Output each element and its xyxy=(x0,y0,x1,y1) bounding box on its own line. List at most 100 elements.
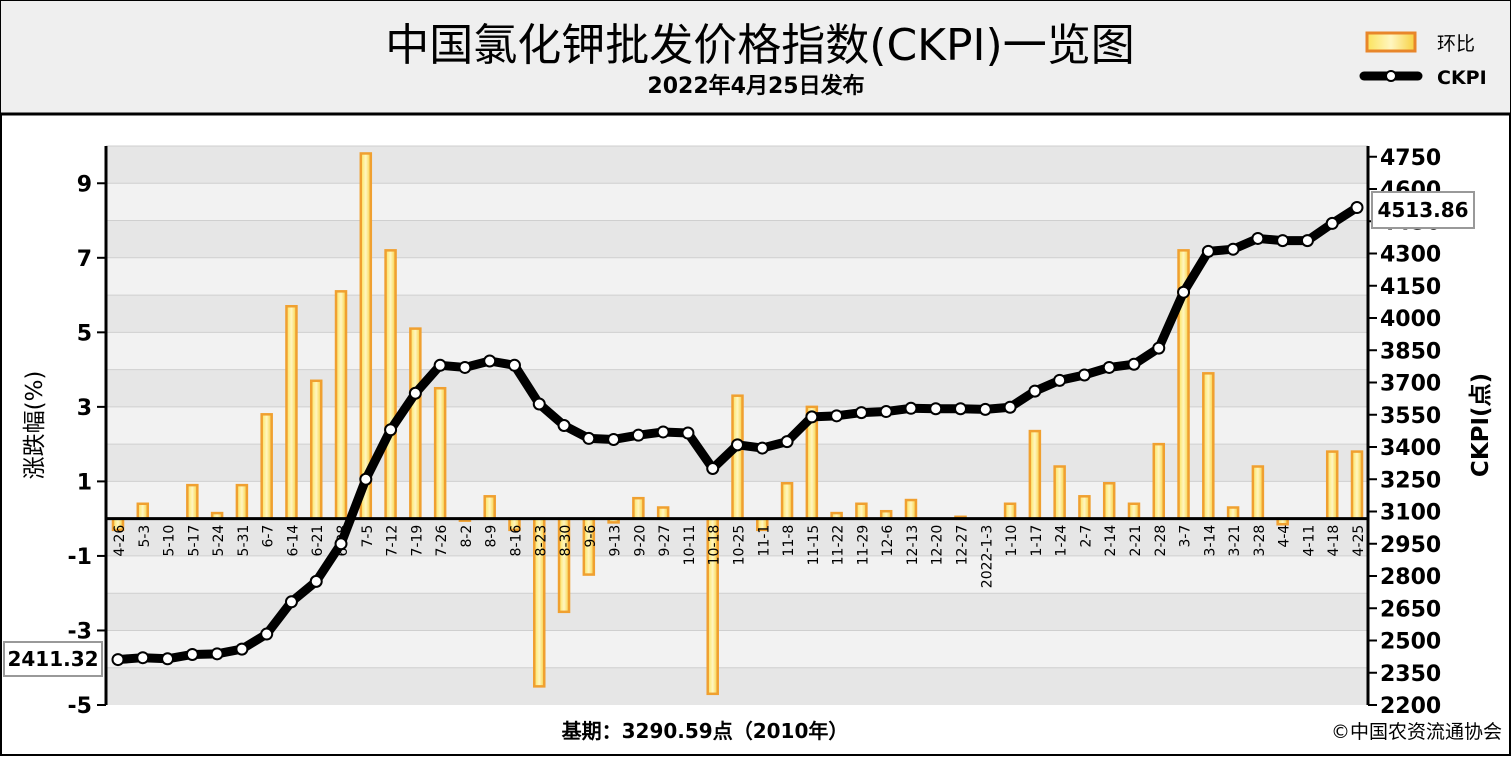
bar xyxy=(1127,502,1141,520)
ckpi-point xyxy=(111,653,125,667)
ckpi-point xyxy=(830,409,844,423)
bar xyxy=(384,249,397,520)
ckpi-point xyxy=(557,419,571,432)
ckpi-point xyxy=(1276,234,1290,248)
right-tick-label: 4300 xyxy=(1380,243,1441,268)
ckpi-point xyxy=(136,651,150,665)
legend-line-label: CKPI xyxy=(1437,67,1487,89)
x-tick-label: 10-11 xyxy=(682,525,698,566)
left-tick-label: -3 xyxy=(68,619,92,644)
x-tick-label: 4-25 xyxy=(1351,525,1367,557)
x-tick-label: 4-4 xyxy=(1277,525,1293,548)
right-tick-label: 2650 xyxy=(1380,597,1441,622)
copyright-note: ©中国农资流通协会 xyxy=(1331,721,1502,743)
ckpi-point xyxy=(1201,244,1215,258)
ckpi-point xyxy=(954,402,968,416)
x-tick-label: 9-13 xyxy=(608,525,624,557)
left-axis: 9 7 5 3 1 -1 -3 -5 xyxy=(68,172,106,719)
plot-band xyxy=(106,295,1368,333)
plot-band xyxy=(106,257,1368,296)
ckpi-point xyxy=(1127,357,1141,371)
bar xyxy=(632,496,645,520)
ckpi-point xyxy=(1028,384,1042,398)
ckpi-point xyxy=(458,360,472,374)
x-tick-label: 12-6 xyxy=(880,525,896,557)
ckpi-point xyxy=(978,402,992,416)
x-tick-label: 5-17 xyxy=(186,525,202,557)
ckpi-point xyxy=(384,423,398,437)
x-tick-label: 8-2 xyxy=(459,525,475,548)
x-tick-label: 7-19 xyxy=(409,525,425,557)
ckpi-point xyxy=(1226,242,1240,256)
x-tick-label: 12-20 xyxy=(930,525,946,566)
bar xyxy=(1028,429,1042,520)
last-value-box xyxy=(1371,191,1475,229)
chart-subtitle: 2022年4月25日发布 xyxy=(647,73,864,99)
x-tick-label: 5-24 xyxy=(211,525,227,557)
ckpi-point xyxy=(309,574,323,588)
x-tick-label: 11-8 xyxy=(781,525,797,557)
ckpi-point xyxy=(904,401,918,415)
bar xyxy=(285,304,298,520)
ckpi-point xyxy=(879,405,893,419)
bar xyxy=(136,502,150,520)
header-band xyxy=(1,1,1510,113)
bar xyxy=(1251,465,1265,520)
legend: 环比 CKPI xyxy=(1359,31,1487,89)
bar xyxy=(433,386,447,520)
ckpi-point xyxy=(507,358,521,372)
ckpi-point xyxy=(1152,341,1166,355)
ckpi-point xyxy=(582,431,596,445)
x-axis-labels: 4-265-35-105-175-245-316-76-146-216-287-… xyxy=(112,525,1367,589)
x-tick-label: 10-18 xyxy=(707,525,723,566)
bar xyxy=(260,413,273,520)
x-tick-label: 6-14 xyxy=(285,525,301,557)
right-tick-label: 3550 xyxy=(1380,404,1441,429)
x-tick-label: 9-20 xyxy=(632,525,648,557)
right-tick-label: 2200 xyxy=(1380,694,1441,719)
ckpi-point xyxy=(1177,285,1191,299)
chart-title: 中国氯化钾批发价格指数(CKPI)一览图 xyxy=(385,20,1134,71)
x-tick-label: 9-27 xyxy=(657,525,673,557)
last-value-label: 4513.86 xyxy=(1377,198,1468,222)
bar-series xyxy=(111,152,1364,696)
right-tick-label: 4150 xyxy=(1380,275,1441,300)
ckpi-point xyxy=(161,652,175,666)
bar xyxy=(1152,442,1166,520)
bar xyxy=(1078,495,1091,520)
ckpi-point xyxy=(1251,231,1265,245)
ckpi-point xyxy=(656,425,670,439)
legend-line-marker xyxy=(1385,70,1397,82)
x-tick-label: 2022-1-3 xyxy=(979,525,995,589)
right-tick-label: 3100 xyxy=(1380,501,1441,526)
ckpi-point xyxy=(260,627,274,641)
x-tick-label: 1-17 xyxy=(1029,525,1045,557)
x-tick-label: 6-7 xyxy=(261,525,277,548)
first-value-label: 2411.32 xyxy=(7,647,98,671)
ckpi-point xyxy=(1077,368,1091,382)
plot-band xyxy=(106,146,1368,184)
left-tick-label: 3 xyxy=(77,396,92,421)
bar xyxy=(409,327,422,520)
x-tick-label: 6-21 xyxy=(310,525,326,557)
bar xyxy=(731,394,744,520)
x-tick-label: 4-26 xyxy=(112,525,128,557)
base-period-note: 基期：3290.59点（2010年） xyxy=(562,719,849,743)
first-value-callout: 2411.32 xyxy=(3,641,103,677)
plot-band xyxy=(106,220,1368,258)
ckpi-line-series xyxy=(111,201,1364,667)
ckpi-point xyxy=(235,642,249,656)
right-tick-label: 2350 xyxy=(1380,662,1441,687)
x-tick-label: 9-6 xyxy=(583,525,599,548)
ckpi-point xyxy=(185,647,199,661)
x-tick-label: 2-28 xyxy=(1153,525,1169,557)
left-axis-title: 涨跌幅(%) xyxy=(22,371,48,480)
bar xyxy=(904,498,918,520)
ckpi-point xyxy=(284,595,298,609)
bar xyxy=(1350,450,1364,520)
ckpi-point xyxy=(1003,400,1017,414)
bar xyxy=(1003,502,1017,520)
x-tick-label: 1-10 xyxy=(1004,525,1020,557)
bar xyxy=(656,506,670,520)
left-tick-label: 5 xyxy=(77,321,92,346)
